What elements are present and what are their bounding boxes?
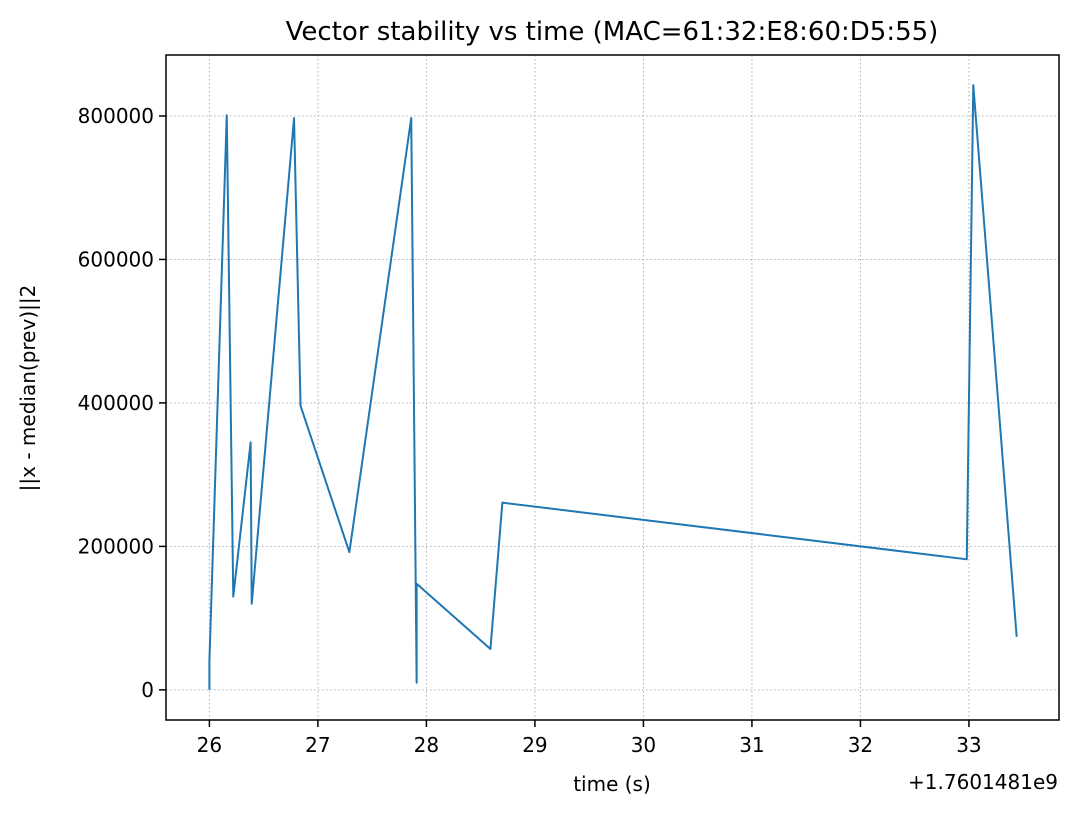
- x-offset-label: +1.7601481e9: [908, 770, 1058, 794]
- x-tick-label: 27: [305, 733, 330, 757]
- y-tick-label: 600000: [78, 247, 154, 271]
- x-tick-label: 28: [414, 733, 439, 757]
- y-tick-label: 0: [141, 678, 154, 702]
- chart-title: Vector stability vs time (MAC=61:32:E8:6…: [286, 17, 939, 47]
- x-tick-label: 32: [848, 733, 873, 757]
- series-layer: [208, 84, 1018, 690]
- x-tick-label: 30: [631, 733, 656, 757]
- y-tick-label: 200000: [78, 534, 154, 558]
- series-line: [208, 84, 1018, 690]
- plot-frame: [165, 54, 1060, 721]
- y-axis: 0 200000 400000 600000 800000: [78, 104, 166, 702]
- x-tick-label: 33: [956, 733, 981, 757]
- y-axis-label: ||x - median(prev)||2: [16, 285, 40, 492]
- x-axis-label: time (s): [573, 772, 651, 796]
- y-tick-label: 400000: [78, 391, 154, 415]
- x-tick-label: 31: [739, 733, 764, 757]
- y-tick-label: 800000: [78, 104, 154, 128]
- x-axis: 26 27 28 29 30 31 32 33: [197, 720, 982, 757]
- x-tick-label: 26: [197, 733, 222, 757]
- x-tick-label: 29: [522, 733, 547, 757]
